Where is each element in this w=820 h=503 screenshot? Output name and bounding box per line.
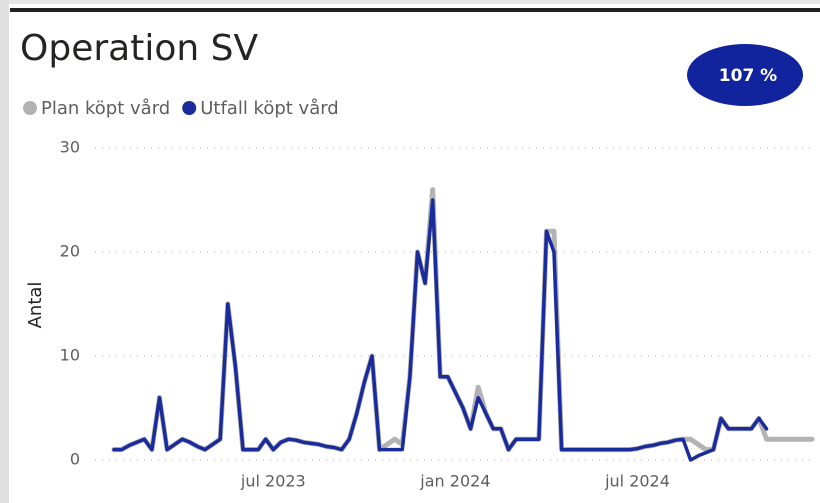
legend-label: Plan köpt vård [41,98,170,119]
y-tick-label: 20 [60,242,80,261]
chart-title: Operation SV [20,28,258,69]
legend-marker [23,101,37,115]
legend-label: Utfall köpt vård [200,98,339,119]
y-axis-label: Antal [25,282,46,329]
y-tick-label: 10 [60,346,80,365]
x-tick-label: jan 2024 [419,472,490,491]
x-tick-label: jul 2023 [240,472,306,491]
top-strip [0,0,820,4]
badge-text: 107 % [719,66,777,86]
legend-marker [182,101,197,115]
series-line [112,198,769,462]
badge [687,44,803,106]
frame-left [0,0,9,503]
y-tick-label: 30 [60,138,80,157]
x-tick-label: jul 2024 [604,472,670,491]
y-tick-label: 0 [70,450,80,469]
frame-top [10,8,820,12]
